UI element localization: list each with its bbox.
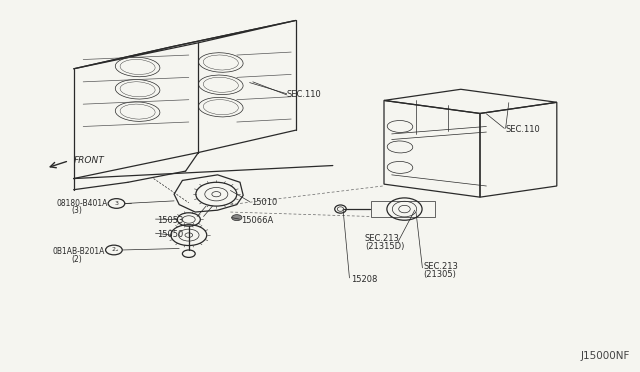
- Text: (21305): (21305): [424, 270, 456, 279]
- Text: 15208: 15208: [351, 275, 377, 283]
- Text: 0B1AB-B201A: 0B1AB-B201A: [52, 247, 105, 256]
- Text: SEC.110: SEC.110: [287, 90, 321, 99]
- Text: (3): (3): [72, 206, 83, 215]
- Text: 15066A: 15066A: [241, 216, 273, 225]
- Text: (2): (2): [72, 255, 83, 264]
- Text: SEC.110: SEC.110: [506, 125, 540, 134]
- Text: 08180-B401A: 08180-B401A: [56, 199, 108, 208]
- Circle shape: [232, 215, 242, 221]
- Text: FRONT: FRONT: [74, 156, 104, 165]
- Text: 15053: 15053: [157, 216, 183, 225]
- Text: SEC.213: SEC.213: [365, 234, 399, 243]
- Text: 15010: 15010: [251, 198, 277, 207]
- Text: 2: 2: [112, 247, 116, 253]
- Text: 15050: 15050: [157, 230, 183, 239]
- Text: SEC.213: SEC.213: [424, 262, 458, 271]
- Text: (21315D): (21315D): [365, 242, 404, 251]
- Text: 3: 3: [115, 201, 118, 206]
- Text: J15000NF: J15000NF: [581, 351, 630, 361]
